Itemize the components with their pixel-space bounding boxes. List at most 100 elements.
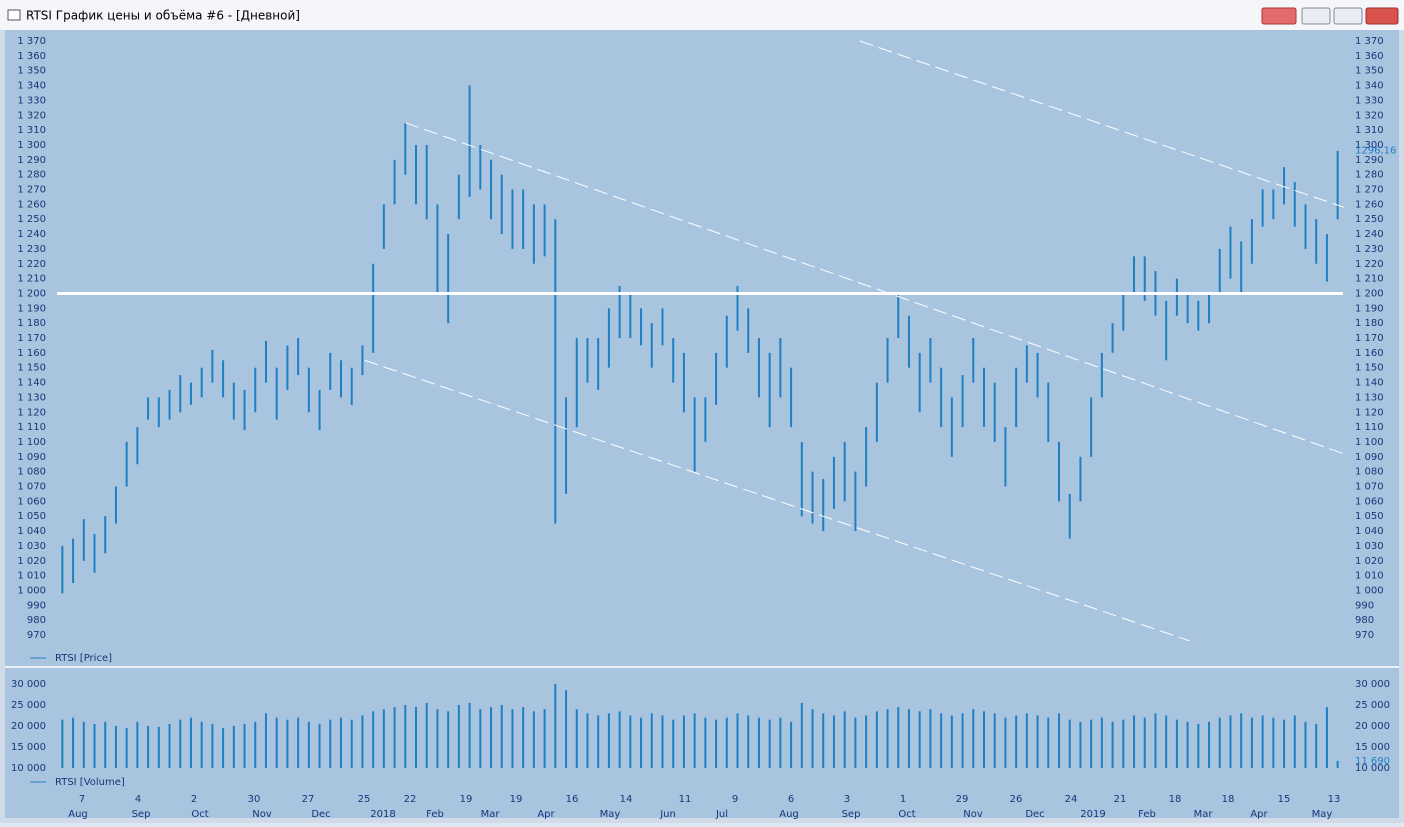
y-tick-label: 990 [1355, 600, 1374, 611]
y-tick-label: 1 350 [17, 66, 46, 77]
volume-bar [125, 728, 128, 768]
volume-bar [1325, 707, 1328, 768]
y-tick-label: 20 000 [1355, 721, 1390, 732]
y-tick-label: 1 000 [17, 585, 46, 596]
volume-bar [972, 709, 975, 768]
y-tick-label: 1 010 [1355, 571, 1384, 582]
x-day-label: 25 [358, 794, 371, 805]
y-tick-label: 1 030 [1355, 541, 1384, 552]
x-day-label: 2 [191, 794, 197, 805]
y-tick-label: 970 [27, 630, 46, 641]
y-tick-label: 1 160 [17, 348, 46, 359]
volume-bar [372, 711, 375, 768]
y-tick-label: 980 [1355, 615, 1374, 626]
volume-bar [897, 707, 900, 768]
x-month-label: Nov [252, 809, 272, 820]
volume-bar [854, 717, 857, 768]
y-tick-label: 15 000 [1355, 742, 1390, 753]
volume-bar [907, 709, 910, 768]
y-tick-label: 1 050 [1355, 511, 1384, 522]
volume-bar [479, 709, 482, 768]
y-tick-label: 1 240 [1355, 229, 1384, 240]
y-tick-label: 1 340 [17, 81, 46, 92]
volume-bar [1025, 713, 1028, 768]
y-tick-label: 1 200 [1355, 288, 1384, 299]
y-tick-label: 1 260 [17, 199, 46, 210]
legend-volume: RTSI [Volume] [55, 777, 125, 788]
volume-bar [275, 717, 278, 768]
y-tick-label: 1 120 [17, 407, 46, 418]
volume-bar [104, 721, 107, 768]
volume-bar [329, 719, 332, 768]
y-tick-label: 1 040 [17, 526, 46, 537]
y-tick-label: 1 040 [1355, 526, 1384, 537]
minimize-button[interactable] [1301, 7, 1331, 25]
y-tick-label: 30 000 [1355, 679, 1390, 690]
volume-bar [961, 713, 964, 768]
volume-bar [1261, 715, 1264, 768]
volume-bar [457, 705, 460, 768]
y-tick-label: 1 220 [1355, 259, 1384, 270]
y-tick-label: 1 060 [17, 496, 46, 507]
y-tick-label: 1 090 [17, 452, 46, 463]
y-tick-label: 1 120 [1355, 407, 1384, 418]
volume-bar [1272, 717, 1275, 768]
x-month-label: Aug [68, 809, 88, 820]
y-tick-label: 1 070 [1355, 482, 1384, 493]
volume-bar [1218, 717, 1221, 768]
y-tick-label: 25 000 [11, 700, 46, 711]
x-day-label: 18 [1169, 794, 1182, 805]
title-bar [0, 0, 1404, 30]
x-day-label: 24 [1065, 794, 1078, 805]
volume-bar [811, 709, 814, 768]
volume-bar [211, 723, 214, 768]
y-tick-label: 1 000 [1355, 585, 1384, 596]
x-month-label: Feb [1138, 809, 1156, 820]
maximize-button[interactable] [1333, 7, 1363, 25]
x-day-label: 30 [248, 794, 261, 805]
volume-bar [1079, 721, 1082, 768]
volume-bar [790, 721, 793, 768]
volume-bar [597, 715, 600, 768]
x-day-label: 13 [1328, 794, 1341, 805]
y-tick-label: 1 140 [17, 378, 46, 389]
volume-bar [532, 711, 535, 768]
volume-bar [1293, 715, 1296, 768]
volume-bar [886, 709, 889, 768]
volume-bar [179, 719, 182, 768]
x-month-label: Dec [1025, 809, 1044, 820]
volume-bar [1304, 721, 1307, 768]
y-tick-label: 1 150 [1355, 363, 1384, 374]
y-tick-label: 1 300 [1355, 140, 1384, 151]
x-month-label: Sep [842, 809, 861, 820]
legend-price: RTSI [Price] [55, 653, 112, 664]
x-month-label: Oct [191, 809, 208, 820]
y-tick-label: 20 000 [11, 721, 46, 732]
x-day-label: 3 [844, 794, 850, 805]
x-month-label: Oct [898, 809, 915, 820]
y-tick-label: 1 060 [1355, 496, 1384, 507]
volume-bar [61, 719, 64, 768]
y-tick-label: 1 300 [17, 140, 46, 151]
volume-bar [1015, 715, 1018, 768]
y-tick-label: 1 090 [1355, 452, 1384, 463]
volume-bar [147, 726, 150, 768]
y-tick-label: 1 360 [17, 51, 46, 62]
volume-bar [1068, 719, 1071, 768]
volume-bar [136, 721, 139, 768]
y-tick-label: 1 280 [1355, 170, 1384, 181]
y-tick-label: 1 100 [17, 437, 46, 448]
y-tick-label: 1 080 [1355, 467, 1384, 478]
y-tick-label: 1 360 [1355, 51, 1384, 62]
trend-line [364, 359, 1190, 642]
x-day-label: 26 [1010, 794, 1023, 805]
volume-bar [1175, 719, 1178, 768]
pin-button[interactable] [1261, 7, 1297, 25]
volume-bar [682, 715, 685, 768]
y-tick-label: 1 270 [1355, 185, 1384, 196]
y-tick-label: 970 [1355, 630, 1374, 641]
y-tick-label: 990 [27, 600, 46, 611]
close-button[interactable] [1365, 7, 1399, 25]
y-tick-label: 1 310 [1355, 125, 1384, 136]
